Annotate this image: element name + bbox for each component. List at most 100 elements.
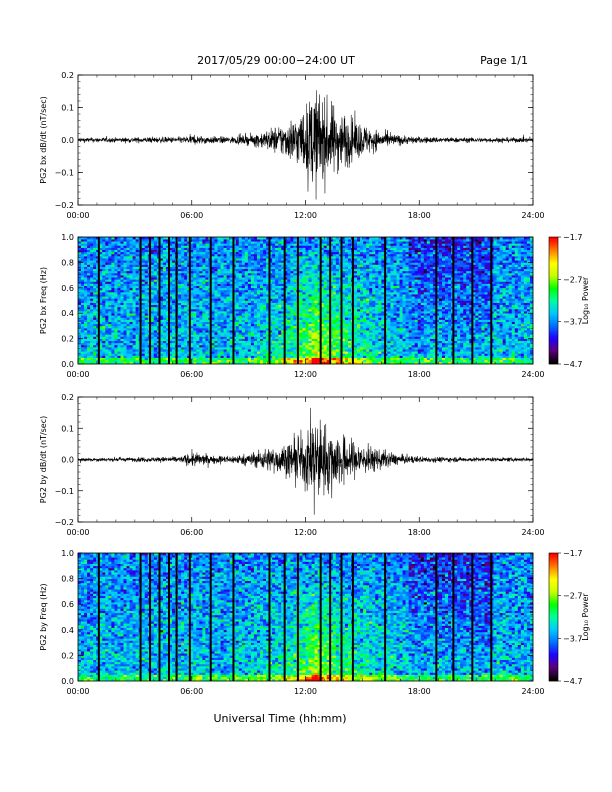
- spectrogram-cell: [93, 353, 97, 356]
- spectrogram-cell: [241, 321, 246, 325]
- spectrogram-cell: [126, 317, 130, 320]
- spectrogram-cell: [105, 251, 109, 255]
- spectrogram-cell: [99, 268, 103, 272]
- spectrogram-cell: [308, 319, 312, 322]
- spectrogram-cell: [311, 289, 315, 293]
- spectrogram-cell: [290, 334, 294, 337]
- spectrogram-cell: [220, 270, 224, 274]
- spectrogram-cell: [317, 239, 321, 242]
- spectrogram-cell: [244, 298, 249, 301]
- spectrogram-cell: [217, 359, 221, 363]
- spectrogram-cell: [135, 294, 139, 297]
- spectrogram-cell: [238, 311, 243, 314]
- spectrogram-cell: [120, 349, 124, 352]
- spectrogram-cell: [269, 247, 273, 250]
- spectrogram-cell: [165, 344, 170, 348]
- spectrogram-cell: [284, 268, 288, 272]
- spectrogram-cell: [153, 294, 158, 297]
- spectrogram-cell: [84, 283, 88, 286]
- spectrogram-cell: [241, 243, 246, 246]
- spectrogram-cell: [320, 268, 324, 272]
- spectrogram-cell: [266, 311, 270, 314]
- spectrogram-cell: [181, 347, 185, 350]
- spectrogram-cell: [272, 328, 276, 331]
- spectrogram-cell: [120, 321, 124, 325]
- spectrogram-cell: [181, 338, 185, 342]
- spectrogram-cell: [287, 321, 291, 325]
- spectrogram-cell: [105, 287, 109, 291]
- spectrogram-cell: [299, 258, 303, 261]
- spectrogram-cell: [275, 355, 279, 358]
- spectrogram-cell: [193, 239, 197, 242]
- spectrogram-cell: [169, 328, 173, 331]
- spectrogram-cell: [244, 264, 249, 267]
- spectrogram-cell: [129, 308, 133, 312]
- spectrogram-cell: [150, 349, 155, 352]
- spectrogram-cell: [190, 315, 194, 318]
- spectrogram-cell: [320, 270, 324, 274]
- spectrogram-cell: [275, 249, 279, 253]
- spectrogram-cell: [287, 253, 291, 257]
- spectrogram-cell: [93, 289, 97, 293]
- spectrogram-cell: [78, 311, 82, 314]
- spectrogram-cell: [317, 264, 321, 267]
- spectrogram-cell: [293, 298, 297, 301]
- spectrogram-cell: [247, 319, 252, 322]
- spectrogram-cell: [111, 266, 115, 270]
- spectrogram-cell: [272, 283, 276, 286]
- spectrogram-cell: [165, 266, 170, 270]
- spectrogram-cell: [320, 289, 324, 293]
- spectrogram-cell: [135, 336, 139, 339]
- spectrogram-cell: [266, 285, 270, 289]
- spectrogram-cell: [165, 330, 170, 333]
- spectrogram-cell: [317, 292, 321, 295]
- spectrogram-cell: [78, 249, 82, 253]
- spectrogram-cell: [99, 323, 103, 327]
- spectrogram-cell: [123, 342, 127, 346]
- spectrogram-cell: [102, 260, 106, 263]
- spectrogram-cell: [108, 289, 112, 293]
- spectrogram-cell: [165, 251, 170, 255]
- spectrogram-cell: [93, 243, 97, 246]
- spectrogram-cell: [144, 275, 149, 278]
- spectrogram-cell: [81, 319, 85, 322]
- spectrogram-cell: [217, 289, 221, 293]
- spectrogram-cell: [217, 277, 221, 280]
- spectrogram-cell: [314, 321, 318, 325]
- spectrogram-cell: [311, 262, 315, 265]
- spectrogram-cell: [323, 334, 328, 337]
- spectrogram-cell: [153, 304, 158, 308]
- spectrogram-cell: [287, 285, 291, 289]
- spectrogram-cell: [317, 304, 321, 308]
- spectrogram-cell: [308, 298, 312, 301]
- spectrogram-cell: [141, 347, 146, 350]
- spectrogram-cell: [266, 351, 270, 354]
- spectrogram-cell: [244, 315, 249, 318]
- spectrogram-cell: [299, 292, 303, 295]
- spectrogram-cell: [90, 313, 94, 316]
- spectrogram-cell: [99, 342, 103, 346]
- spectrogram-cell: [150, 268, 155, 272]
- spectrogram-cell: [314, 243, 318, 246]
- spectrogram-cell: [172, 315, 176, 318]
- spectrogram-cell: [202, 313, 206, 316]
- spectrogram-cell: [193, 330, 197, 333]
- spectrogram-cell: [84, 258, 88, 261]
- spectrogram-cell: [141, 328, 146, 331]
- spectrogram-cell: [278, 319, 282, 322]
- spectrogram-cell: [132, 334, 136, 337]
- spectrogram-cell: [126, 351, 130, 354]
- spectrogram-cell: [123, 328, 127, 331]
- spectrogram-cell: [169, 321, 173, 325]
- spectrogram-cell: [172, 296, 176, 299]
- spectrogram-cell: [281, 241, 285, 244]
- spectrogram-cell: [181, 319, 185, 322]
- spectrogram-cell: [226, 270, 230, 274]
- spectrogram-cell: [263, 357, 267, 361]
- spectrogram-cell: [275, 253, 279, 257]
- spectrogram-cell: [302, 241, 306, 244]
- spectrogram-cell: [126, 344, 130, 348]
- spectrogram-cell: [214, 275, 218, 278]
- spectrogram-cell: [135, 306, 139, 310]
- spectrogram-cell: [117, 241, 121, 244]
